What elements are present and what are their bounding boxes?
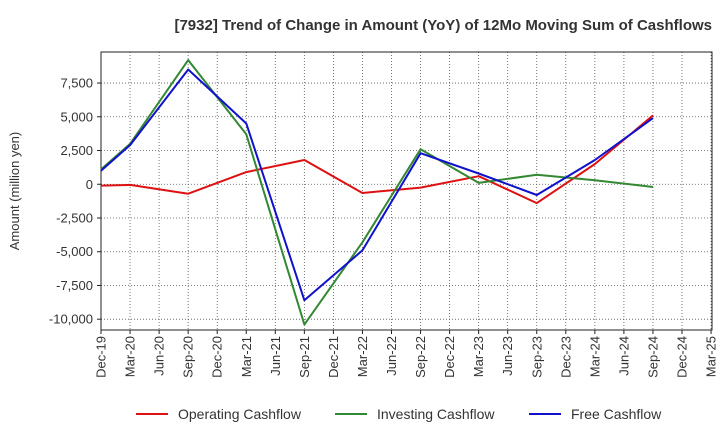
- free-cashflow-line: [100, 68, 654, 302]
- x-tick-label: Dec-20: [210, 336, 225, 378]
- operating-cashflow-line: [100, 114, 654, 205]
- plot-area-frame: [100, 51, 713, 331]
- x-tick-label: Dec-21: [326, 336, 341, 378]
- x-tick-label: Mar-25: [704, 336, 719, 377]
- x-tick-label: Sep-24: [645, 336, 660, 378]
- x-tick-label: Mar-20: [123, 336, 138, 377]
- chart-title: [7932] Trend of Change in Amount (YoY) o…: [174, 17, 712, 34]
- axis-ticks: Dec-19 Mar-20 Jun-20 Sep-20 Dec-20 Mar-21 Jun-…: [49, 76, 719, 378]
- y-tick-label: -10,000: [49, 312, 93, 327]
- operating-cashflow-legend-label: Operating Cashflow: [178, 406, 302, 422]
- x-tick-label: Mar-23: [471, 336, 486, 377]
- x-tick-label: Jun-22: [384, 336, 399, 376]
- legend: Operating Cashflow Investing Cashflow Free…: [136, 406, 662, 422]
- y-tick-label: 0: [86, 177, 93, 192]
- y-tick-label: -2,500: [56, 210, 93, 225]
- x-tick-label: Jun-20: [152, 336, 167, 376]
- y-tick-label: 7,500: [60, 76, 93, 91]
- investing-cashflow-legend-label: Investing Cashflow: [377, 406, 495, 422]
- series-lines: [100, 59, 654, 326]
- x-tick-label: Dec-24: [675, 336, 690, 378]
- y-tick-label: 5,000: [60, 109, 93, 124]
- x-tick-label: Sep-20: [181, 336, 196, 378]
- x-tick-label: Mar-22: [355, 336, 370, 377]
- x-tick-label: Dec-19: [94, 336, 109, 378]
- x-tick-label: Dec-22: [442, 336, 457, 378]
- y-tick-label: 2,500: [60, 143, 93, 158]
- free-cashflow-legend-label: Free Cashflow: [571, 406, 662, 422]
- x-tick-label: Jun-24: [616, 336, 631, 376]
- x-tick-label: Jun-23: [500, 336, 515, 376]
- x-tick-label: Sep-21: [297, 336, 312, 378]
- y-tick-label: -5,000: [56, 244, 93, 259]
- investing-cashflow-line: [100, 59, 654, 326]
- x-tick-label: Mar-24: [587, 336, 602, 377]
- x-tick-label: Sep-22: [413, 336, 428, 378]
- x-tick-label: Dec-23: [558, 336, 573, 378]
- x-tick-label: Sep-23: [529, 336, 544, 378]
- y-axis-label: Amount (million yen): [7, 132, 22, 251]
- x-tick-label: Jun-21: [268, 336, 283, 376]
- y-tick-label: -7,500: [56, 278, 93, 293]
- x-tick-label: Mar-21: [239, 336, 254, 377]
